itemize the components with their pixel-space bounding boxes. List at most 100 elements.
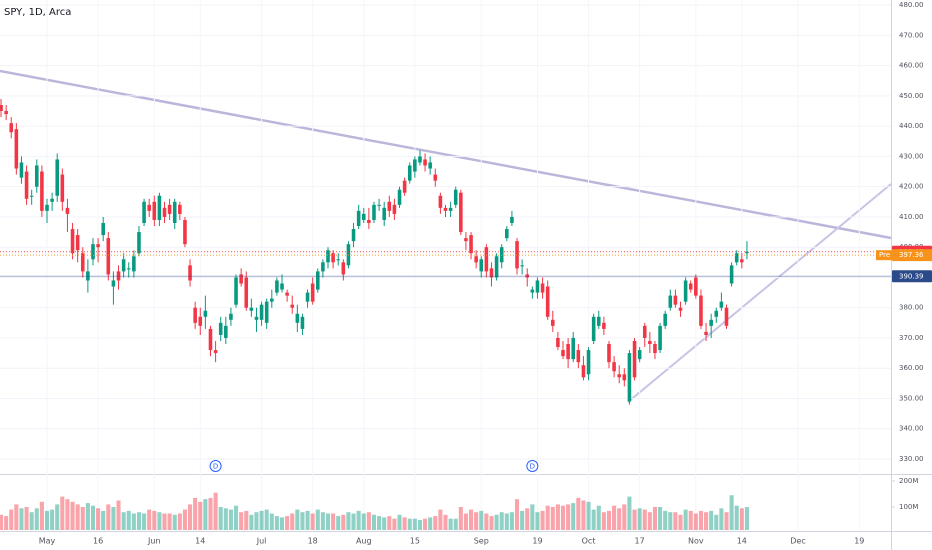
y-tick-label: 360.00 [899, 364, 924, 372]
volume-bar [14, 504, 19, 530]
volume-bar [279, 517, 285, 530]
volume-bar [423, 518, 428, 530]
candle-body [724, 307, 729, 326]
volume-bar [193, 497, 198, 530]
candle-body [443, 207, 448, 211]
volume-bar [80, 506, 85, 530]
candle-body [653, 344, 657, 354]
volume-bar [734, 505, 739, 530]
volume-bar [70, 501, 75, 530]
volume-bar [698, 510, 703, 530]
volume-bar [453, 518, 458, 530]
candle-body [663, 313, 667, 326]
volume-bar [642, 509, 647, 530]
event-label: D [213, 463, 218, 471]
volume-bar [637, 508, 642, 530]
price-label-box [892, 249, 932, 262]
y-tick-label: 380.00 [899, 304, 924, 312]
candle-body [162, 207, 167, 217]
volume-bar [366, 512, 371, 530]
candle-body [699, 295, 703, 326]
candle-body [254, 316, 259, 320]
volume-bar [315, 509, 320, 530]
volume-bar [428, 517, 433, 530]
volume-bar [136, 512, 142, 530]
volume-bar [290, 513, 295, 530]
x-tick-label: 16 [93, 537, 103, 546]
volume-bar [658, 506, 663, 530]
volume-bar [535, 512, 540, 530]
volume-bar [269, 513, 274, 530]
y-tick-label: 470.00 [899, 31, 924, 39]
candle-body [530, 289, 535, 293]
candle-body [55, 159, 60, 196]
volume-bar [90, 505, 96, 530]
candle-body [484, 247, 489, 272]
candle-body [566, 344, 570, 360]
candle-body [678, 307, 683, 311]
volume-bar [172, 514, 177, 530]
candle-body [14, 129, 19, 169]
volume-bar [719, 508, 724, 530]
price-label-box [876, 250, 892, 261]
candle-body [341, 262, 346, 275]
volume-bar [663, 510, 668, 530]
volume-bar [29, 512, 34, 530]
candle-body [86, 271, 90, 281]
volume-bar [9, 509, 14, 530]
candle-body [561, 350, 565, 357]
candle-body [637, 350, 642, 360]
candle-body [387, 201, 392, 211]
volume-bar [479, 510, 484, 530]
volume-bar [530, 504, 535, 530]
candle-body [106, 238, 111, 275]
volume-bar [402, 517, 407, 530]
candle-body [622, 374, 627, 381]
price-label: 390.39 [899, 272, 924, 280]
candle-body [326, 250, 330, 263]
candle-body [285, 292, 289, 296]
candle-body [9, 123, 14, 133]
event-marker [526, 460, 539, 472]
candle-body [351, 229, 356, 242]
candle-body [581, 365, 586, 378]
trendline [0, 69, 892, 240]
candle-body [60, 174, 65, 202]
volume-bar [412, 518, 417, 530]
candle-body [203, 310, 208, 317]
candle-body [413, 159, 417, 172]
volume-bar [213, 492, 218, 530]
volume-bar [320, 512, 325, 530]
volume-bar [371, 514, 377, 530]
volume-bar [596, 505, 601, 530]
candle-body [295, 313, 300, 323]
candle-body [632, 340, 637, 378]
volume-bar [714, 514, 719, 530]
x-tick-label: 19 [854, 537, 864, 546]
candle-body [459, 192, 463, 233]
candle-body [315, 271, 320, 290]
candle-body [167, 204, 172, 214]
candle-body [627, 353, 632, 402]
candle-body [709, 319, 713, 326]
candle-body [464, 238, 468, 242]
volume-bar [612, 505, 617, 530]
volume-bar [285, 516, 290, 530]
volume-bar [509, 512, 514, 530]
volume-bar [443, 514, 448, 530]
volume-bar [683, 509, 688, 530]
volume-bar [550, 506, 555, 530]
volume-bar [101, 510, 106, 530]
candle-body [382, 207, 386, 220]
volume-bar [627, 496, 632, 530]
volume-bar [116, 500, 121, 530]
candle-body [617, 374, 621, 378]
volume-bar [336, 516, 341, 530]
candle-body [612, 362, 616, 372]
volume-bar [652, 506, 658, 530]
volume-bar [34, 508, 39, 530]
y-tick-label: 340.00 [899, 425, 924, 433]
volume-bar [356, 510, 361, 530]
y-tick-label: 450.00 [899, 92, 924, 100]
